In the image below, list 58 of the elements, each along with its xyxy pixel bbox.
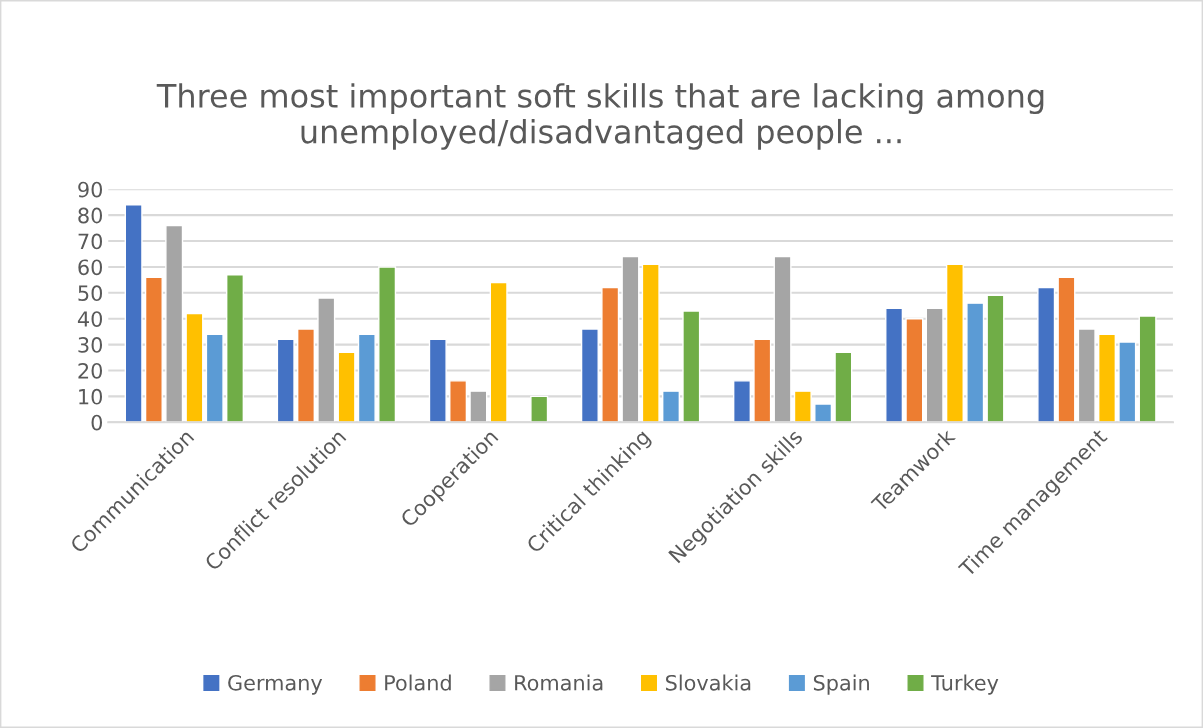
bar [530, 395, 549, 423]
bar [378, 266, 397, 423]
bar [986, 294, 1005, 423]
bar [945, 263, 964, 423]
bar [337, 351, 356, 423]
bar [226, 274, 245, 423]
bar [449, 380, 468, 423]
y-tick-label: 50 [78, 285, 103, 302]
bar [641, 263, 660, 423]
bar [296, 328, 316, 423]
bar [1098, 333, 1117, 423]
bar [834, 351, 853, 423]
chart-title: Three most important soft skills that are lacking among unemployed/disadvantaged people ... [156, 83, 1044, 150]
bar [489, 281, 508, 423]
y-tick-label: 30 [78, 337, 103, 353]
bar [682, 310, 701, 423]
legend-label: Slovakia [666, 674, 751, 691]
legend-label: Poland [385, 674, 451, 691]
bar [124, 204, 143, 423]
bar [905, 318, 924, 423]
y-tick-label: 0 [91, 414, 103, 431]
y-tick-label: 20 [78, 362, 103, 379]
bar [185, 312, 204, 423]
bar [205, 333, 224, 423]
bar [814, 403, 833, 423]
bar [357, 333, 376, 423]
legend-label: Romania [515, 674, 603, 691]
legend-label: Turkey [931, 674, 999, 695]
bar [621, 255, 640, 423]
legend-label: Spain [813, 674, 869, 695]
bar [1077, 328, 1096, 423]
bar [601, 286, 620, 423]
bar [580, 328, 599, 423]
bar [276, 338, 295, 423]
bar [144, 276, 163, 423]
bar [1057, 276, 1076, 423]
bar [662, 390, 681, 423]
bar [966, 302, 985, 423]
bar [793, 390, 812, 423]
y-tick-label: 10 [79, 388, 103, 405]
bar [925, 307, 944, 423]
bar [1037, 286, 1056, 423]
bar [428, 338, 447, 423]
y-tick-label: 60 [78, 259, 103, 276]
bar [773, 255, 792, 423]
y-tick-label: 40 [77, 311, 103, 327]
y-tick-label: 80 [78, 207, 103, 224]
bar [885, 307, 904, 423]
bar [469, 390, 488, 423]
bar [732, 380, 752, 423]
legend-label: Germany [228, 674, 323, 695]
bar [317, 297, 336, 423]
bar [1138, 315, 1157, 423]
bar [165, 224, 184, 423]
y-tick-label: 90 [78, 181, 103, 198]
bar [753, 338, 772, 423]
bar [1118, 341, 1137, 423]
y-tick-label: 70 [78, 233, 103, 250]
